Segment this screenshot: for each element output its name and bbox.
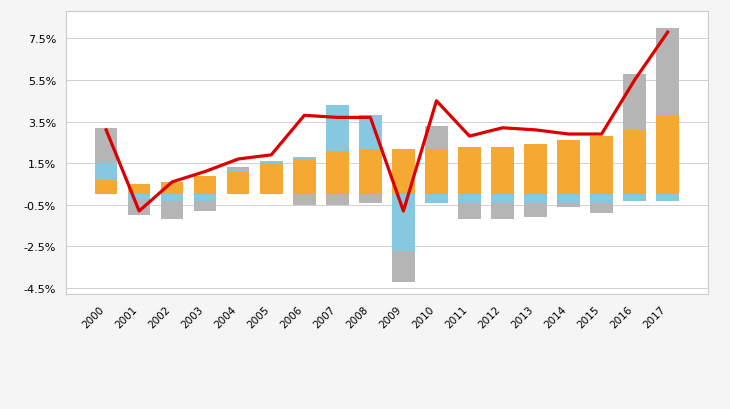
Bar (425, 149, 447, 195)
Bar (359, 149, 382, 195)
Bar (392, 195, 415, 251)
Bar (260, 162, 283, 164)
Bar (524, 195, 547, 203)
Bar (227, 170, 250, 172)
Bar (359, 116, 382, 149)
Bar (194, 176, 217, 195)
Bar (591, 203, 613, 213)
Bar (359, 195, 382, 203)
Bar (194, 195, 217, 201)
Bar (95, 164, 118, 180)
Bar (326, 151, 349, 195)
Bar (458, 203, 481, 220)
Bar (591, 137, 613, 195)
Bar (425, 195, 447, 203)
Bar (161, 182, 183, 195)
Bar (227, 172, 250, 195)
Bar (656, 116, 679, 195)
Bar (194, 201, 217, 211)
Bar (95, 180, 118, 195)
Bar (260, 164, 283, 195)
Bar (392, 251, 415, 282)
Bar (425, 126, 447, 149)
Bar (557, 203, 580, 207)
Bar (458, 147, 481, 195)
Bar (128, 184, 150, 195)
Bar (293, 160, 315, 195)
Bar (293, 157, 315, 160)
Bar (128, 195, 150, 199)
Bar (591, 195, 613, 203)
Bar (623, 130, 646, 195)
Bar (293, 195, 315, 205)
Bar (524, 145, 547, 195)
Bar (491, 203, 514, 220)
Bar (392, 149, 415, 195)
Bar (326, 106, 349, 151)
Bar (491, 147, 514, 195)
Bar (95, 128, 118, 164)
Bar (656, 195, 679, 201)
Bar (557, 195, 580, 203)
Bar (326, 195, 349, 205)
Bar (128, 199, 150, 216)
Bar (491, 195, 514, 203)
Bar (623, 195, 646, 201)
Bar (557, 141, 580, 195)
Bar (458, 195, 481, 203)
Bar (524, 203, 547, 218)
Bar (227, 168, 250, 170)
Bar (161, 201, 183, 220)
Bar (623, 74, 646, 130)
Bar (161, 195, 183, 201)
Bar (656, 29, 679, 116)
